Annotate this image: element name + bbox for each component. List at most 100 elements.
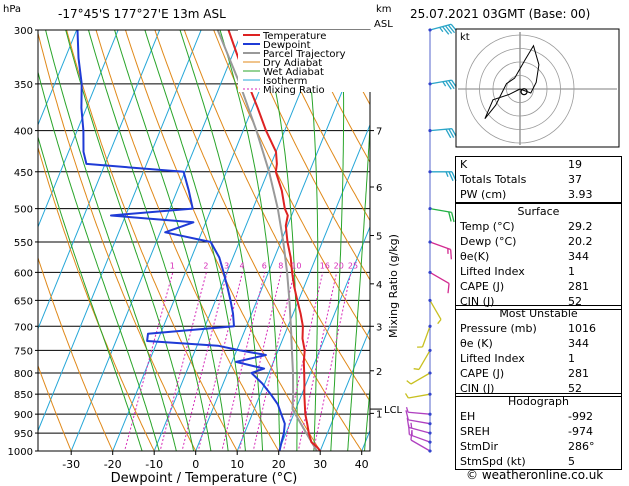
wet-adiabat-line [219, 30, 281, 451]
surface-value: 1 [568, 265, 575, 278]
x-axis-title: Dewpoint / Temperature (°C) [111, 471, 298, 486]
hodograph-row: StmSpd (kt) 5 [456, 454, 621, 469]
hodograph-value: 286° [568, 440, 595, 453]
most-unstable-label: θe (K) [460, 337, 493, 350]
plot-frame [37, 29, 371, 452]
most-unstable-value: 1 [568, 352, 575, 365]
isotherm-line [38, 30, 119, 229]
wet-adiabat-line [363, 383, 370, 451]
wind-barb [428, 298, 442, 325]
temp-tick-label: 30 [313, 458, 327, 471]
wind-barb [404, 392, 432, 399]
dry-adiabat-line [38, 364, 72, 451]
hodograph-trace [484, 44, 540, 120]
mixing-ratio-value-label: 3 [224, 261, 229, 270]
surface-label: CAPE (J) [460, 280, 505, 293]
most-unstable-row: Pressure (mb) 1016 [456, 321, 621, 336]
wind-barb [413, 348, 432, 371]
hodograph-ring [479, 48, 561, 130]
isotherm-line [319, 327, 370, 451]
dry-adiabat-line [66, 30, 238, 451]
km-tick-label: 6 [376, 183, 382, 194]
pressure-tick-label: 550 [14, 238, 33, 249]
km-label: km [376, 4, 392, 15]
mixing-ratio-value-label: 10 [291, 261, 301, 270]
hodograph-label: StmSpd (kt) [460, 455, 526, 468]
mixing-ratio-value-label: 8 [278, 261, 283, 270]
wet-adiabat-line [114, 30, 229, 451]
most-unstable-label: CIN (J) [460, 382, 495, 395]
hodograph-label: SREH [460, 425, 490, 438]
most-unstable-row: CAPE (J) 281 [456, 366, 621, 381]
dry-adiabat-line [242, 30, 370, 281]
pressure-tick-label: 900 [14, 410, 33, 421]
hpa-label: hPa [3, 4, 21, 15]
hodograph-row: StmDir 286° [456, 439, 621, 454]
km-tick-label: 1 [376, 409, 382, 420]
mixing-ratio-line [124, 272, 174, 451]
surface-label: Dewp (°C) [460, 235, 517, 248]
mixing-ratio-value-label: 25 [348, 261, 358, 270]
index-label: K [460, 158, 468, 171]
surface-value: 281 [568, 280, 589, 293]
wind-barb [428, 79, 458, 90]
most-unstable-value: 52 [568, 382, 582, 395]
dry-adiabat-line [183, 30, 370, 403]
temp-tick-label: 0 [192, 458, 199, 471]
dry-adiabat-line [38, 145, 155, 451]
surface-value: 344 [568, 250, 589, 263]
legend-wet-adiabat: Wet Adiabat [263, 67, 324, 78]
pressure-tick-label: 500 [14, 205, 33, 216]
pressure-tick-label: 800 [14, 369, 33, 380]
surface-title: Surface [517, 205, 560, 218]
mixing-ratio-axis-label: Mixing Ratio (g/kg) [387, 234, 400, 338]
most-unstable-label: CAPE (J) [460, 367, 505, 380]
temp-tick-label: -30 [62, 458, 80, 471]
wind-barb [405, 410, 432, 426]
most-unstable-value: 1016 [568, 322, 596, 335]
dry-adiabat-line [213, 30, 370, 341]
most-unstable-table: Most Unstable Pressure (mb) 1016 θe (K) 34… [455, 305, 622, 397]
index-row: PW (cm) 3.93 [456, 187, 621, 202]
most-unstable-label: Pressure (mb) [460, 322, 537, 335]
hodograph-label: EH [460, 410, 476, 423]
most-unstable-value: 281 [568, 367, 589, 380]
surface-label: Temp (°C) [460, 220, 515, 233]
surface-value: 29.2 [568, 220, 593, 233]
temp-tick-label: 20 [272, 458, 286, 471]
dry-adiabat-line [38, 31, 197, 451]
most-unstable-value: 344 [568, 337, 589, 350]
hodograph-value: -992 [568, 410, 593, 423]
index-value: 19 [568, 158, 582, 171]
hodograph-unit-label: kt [460, 32, 470, 43]
legend-parcel: Parcel Trajectory [263, 49, 346, 60]
hodograph-ring [506, 75, 534, 103]
mixing-ratio-line [312, 272, 352, 451]
wet-adiabat-line [65, 30, 195, 451]
most-unstable-row: Lifted Index 1 [456, 351, 621, 366]
index-value: 3.93 [568, 188, 593, 201]
surface-value: 52 [568, 295, 582, 308]
km-tick-label: 2 [376, 367, 382, 378]
index-row: Totals Totals 37 [456, 172, 621, 187]
isotherm-line [70, 30, 244, 451]
hodograph-frame [455, 28, 620, 148]
temp-tick-label: 10 [230, 458, 244, 471]
surface-row: CAPE (J) 281 [456, 279, 621, 294]
index-value: 37 [568, 173, 582, 186]
most-unstable-title: Most Unstable [499, 307, 578, 320]
surface-row: θe(K) 344 [456, 249, 621, 264]
wind-barb [428, 240, 453, 260]
wind-barb [428, 270, 450, 294]
asl-label: ASL [374, 19, 393, 30]
pressure-tick-label: 850 [14, 390, 33, 401]
mixing-ratio-value-label: 1 [170, 261, 175, 270]
location-title: -17°45'S 177°27'E 13m ASL [58, 7, 226, 21]
mixing-ratio-value-label: 16 [320, 261, 330, 270]
wind-barb [407, 424, 432, 444]
series-parcel-trajectory [216, 30, 318, 451]
mixing-ratio-value-label: 6 [262, 261, 267, 270]
hodograph-value: 5 [568, 455, 575, 468]
wet-adiabat-line [330, 30, 345, 451]
